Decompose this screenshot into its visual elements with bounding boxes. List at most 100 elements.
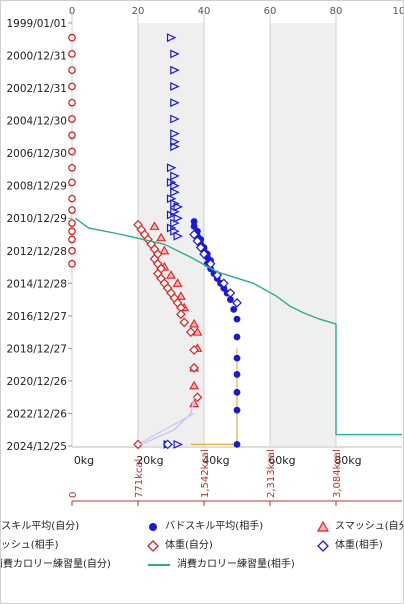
data-point (68, 206, 76, 214)
data-point (68, 178, 76, 187)
data-point (189, 345, 199, 355)
data-point (189, 363, 199, 373)
data-point (173, 439, 184, 449)
y-tick-label: 2014/12/28 (6, 278, 67, 290)
legend-item-skill-own: バドスキル平均(自分) (1, 517, 80, 536)
data-point (199, 249, 209, 259)
data-point (179, 317, 190, 328)
legend-item-weight-own: 体重(自分) (147, 536, 213, 555)
data-point (173, 202, 184, 212)
legend-label: バドスキル平均(相手) (165, 521, 264, 532)
data-point (190, 222, 198, 230)
data-point (170, 65, 180, 75)
data-point (170, 137, 180, 147)
y-tick-label: 2008/12/29 (6, 181, 67, 193)
data-point (233, 388, 241, 396)
legend-item-calorie-opp: 消費カロリー練習量(相手) (147, 555, 295, 574)
top-tick-label: 40 (198, 6, 211, 17)
data-point (185, 327, 196, 337)
legend-item-smash-opp: スマッシュ(相手) (0, 536, 59, 555)
legend-marker (147, 539, 159, 552)
data-point (170, 98, 180, 108)
top-tick-label: 80 (330, 6, 343, 17)
data-point (170, 114, 180, 124)
weight-tick-label: 80kg (334, 454, 361, 467)
data-point (133, 439, 143, 450)
weight-tick-label: 20kg (136, 454, 163, 467)
data-point (68, 227, 76, 236)
shaded-band (270, 23, 336, 446)
data-point (159, 245, 170, 255)
data-point (68, 219, 76, 227)
data-point (170, 142, 180, 152)
data-point (166, 163, 177, 173)
data-point (232, 297, 242, 308)
data-point (170, 181, 180, 191)
legend-label: 消費カロリー練習量(自分) (0, 559, 111, 570)
data-point (68, 163, 76, 172)
y-tick-label: 2022/12/26 (6, 408, 67, 420)
data-point (230, 305, 238, 313)
legend-item-skill-opp: バドスキル平均(相手) (147, 517, 263, 536)
data-point (233, 315, 241, 323)
data-point (170, 129, 180, 139)
kcal-tick-label: 771kcal (134, 459, 145, 498)
data-point (170, 82, 180, 91)
legend-item-smash-own: スマッシュ(自分) (317, 517, 403, 536)
data-point (170, 171, 180, 181)
data-point (189, 380, 200, 390)
top-tick-label: 60 (264, 6, 277, 17)
data-point (68, 259, 76, 268)
data-point (68, 82, 76, 91)
kcal-tick-label: 0 (68, 492, 79, 498)
series-line (141, 397, 195, 446)
legend-label: 消費カロリー練習量(相手) (177, 559, 295, 570)
data-point (68, 131, 76, 140)
data-point (162, 439, 173, 450)
data-point (189, 229, 199, 240)
y-tick-label: 2002/12/31 (6, 83, 67, 95)
y-tick-label: 2006/12/30 (6, 148, 67, 160)
data-point (68, 235, 76, 244)
legend-item-calorie-own: 消費カロリー練習量(自分) (0, 555, 111, 574)
legend-marker (149, 522, 157, 531)
data-point (173, 231, 184, 241)
top-tick-label: 0 (69, 6, 75, 17)
data-point (233, 406, 241, 414)
data-point (170, 187, 180, 197)
legend-label: バドスキル平均(自分) (1, 521, 80, 532)
legend-label: 体重(相手) (335, 540, 383, 551)
top-tick-label: 20 (132, 6, 145, 17)
data-point (166, 270, 176, 279)
legend: バドスキル平均(自分) バドスキル平均(相手) スマッシュ(自分) スマッシュ(… (0, 517, 403, 577)
y-tick-label: 2024/12/25 (6, 441, 67, 453)
y-tick-label: 2016/12/27 (6, 311, 67, 323)
data-point (68, 147, 76, 156)
y-tick-label: 2018/12/27 (6, 343, 67, 355)
weight-tick-label: 60kg (268, 454, 295, 467)
y-tick-label: 2020/12/26 (6, 376, 67, 388)
legend-label: スマッシュ(自分) (335, 521, 403, 532)
legend-label: スマッシュ(相手) (0, 540, 59, 551)
data-point (68, 50, 76, 58)
y-tick-label: 2012/12/28 (6, 246, 67, 258)
data-point (68, 194, 76, 203)
data-point (233, 354, 241, 362)
data-point (233, 440, 241, 448)
series-line (74, 217, 402, 436)
data-point (218, 278, 229, 289)
data-point (173, 213, 184, 223)
y-tick-label: 2000/12/31 (6, 51, 67, 63)
data-point (170, 207, 180, 217)
y-tick-label: 2004/12/30 (6, 116, 67, 128)
y-tick-label: 2010/12/29 (6, 213, 67, 225)
data-point (68, 66, 76, 75)
data-point (190, 218, 198, 225)
data-point (68, 98, 76, 107)
data-point (176, 309, 186, 320)
data-point (166, 33, 177, 43)
data-point (170, 49, 180, 59)
data-point (192, 392, 203, 403)
y-tick-label: 1999/01/01 (6, 18, 67, 30)
